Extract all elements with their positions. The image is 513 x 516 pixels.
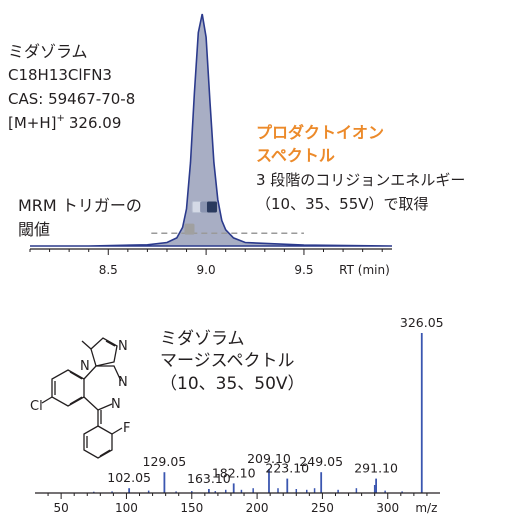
compound-formula: C18H13ClFN3	[8, 66, 112, 84]
spectrum-peaks	[93, 333, 423, 493]
chromatogram-x-label: RT (min)	[339, 263, 390, 277]
spectrum-peak-label: 182.10	[212, 465, 256, 480]
compound-ion-mass: 326.09	[69, 114, 122, 132]
chromatogram: 8.5 9.0 9.5 RT (min)	[29, 13, 393, 277]
spectrum-ticks: 50 100 150 200 250 300	[47, 493, 428, 515]
spectrum-tick-label: 300	[376, 501, 399, 515]
spectrum-tick-label: 200	[246, 501, 269, 515]
merged-label-2: マージスペクトル	[160, 351, 294, 371]
product-ion-desc-2: （10、35、55V）で取得	[256, 195, 429, 213]
chromatogram-tick-label: 8.5	[99, 263, 118, 277]
compound-name: ミダゾラム	[8, 42, 88, 61]
mass-spectrum: 102.05129.05163.10182.10209.10223.10249.…	[35, 315, 444, 515]
spectrum-peak-labels: 102.05129.05163.10182.10209.10223.10249.…	[107, 315, 443, 486]
spectrum-peak-label: 102.05	[107, 470, 151, 485]
spectrum-tick-label: 100	[115, 501, 138, 515]
spectrum-peak-label: 163.10	[187, 471, 231, 486]
spectrum-tick-label: 50	[53, 501, 68, 515]
structure-n-atom-3: N	[80, 359, 90, 374]
scan-markers	[184, 201, 217, 235]
spectrum-peak-label: 129.05	[143, 454, 187, 469]
spectrum-peak-label: 326.05	[400, 315, 444, 330]
spectrum-tick-label: 250	[311, 501, 334, 515]
spectrum-tick-label: 150	[180, 501, 203, 515]
scan-marker	[184, 223, 195, 235]
spectrum-x-label: m/z	[415, 501, 437, 515]
compound-ion-base: [M+H]	[8, 114, 57, 132]
compound-ion: [M+H]+ 326.09	[8, 113, 121, 132]
spectrum-peak-label: 291.10	[354, 461, 398, 476]
chromatogram-tick-label: 9.5	[294, 263, 313, 277]
merged-label-1: ミダゾラム	[160, 329, 245, 349]
structure-n-atom-2: N	[111, 397, 121, 412]
chromatogram-ticks: 8.5 9.0 9.5	[29, 249, 383, 277]
product-ion-title-2: スペクトル	[256, 146, 335, 165]
spectrum-peak-label: 249.05	[299, 454, 343, 469]
mrm-label-1: MRM トリガーの	[18, 196, 142, 215]
merged-label-3: （10、35、50V）	[160, 374, 305, 394]
midazolam-structure	[41, 337, 123, 459]
chromatogram-peak-area	[30, 13, 393, 247]
structure-n-atom-1: N	[118, 375, 128, 390]
structure-n-atom-4: N	[118, 339, 128, 354]
spectrum-peak-label: 223.10	[265, 461, 309, 476]
product-ion-title-1: プロダクトイオン	[256, 123, 384, 142]
product-ion-desc-1: 3 段階のコリジョンエネルギー	[256, 171, 465, 189]
mrm-label-2: 閾値	[18, 220, 50, 239]
structure-f-atom: F	[123, 421, 130, 436]
structure-cl-atom: Cl	[30, 399, 43, 414]
chromatogram-tick-label: 9.0	[197, 263, 216, 277]
spectrum-peak-label: 209.10	[247, 451, 291, 466]
compound-cas: CAS: 59467-70-8	[8, 90, 135, 108]
compound-ion-sup: +	[57, 113, 65, 124]
scan-marker	[206, 201, 217, 213]
